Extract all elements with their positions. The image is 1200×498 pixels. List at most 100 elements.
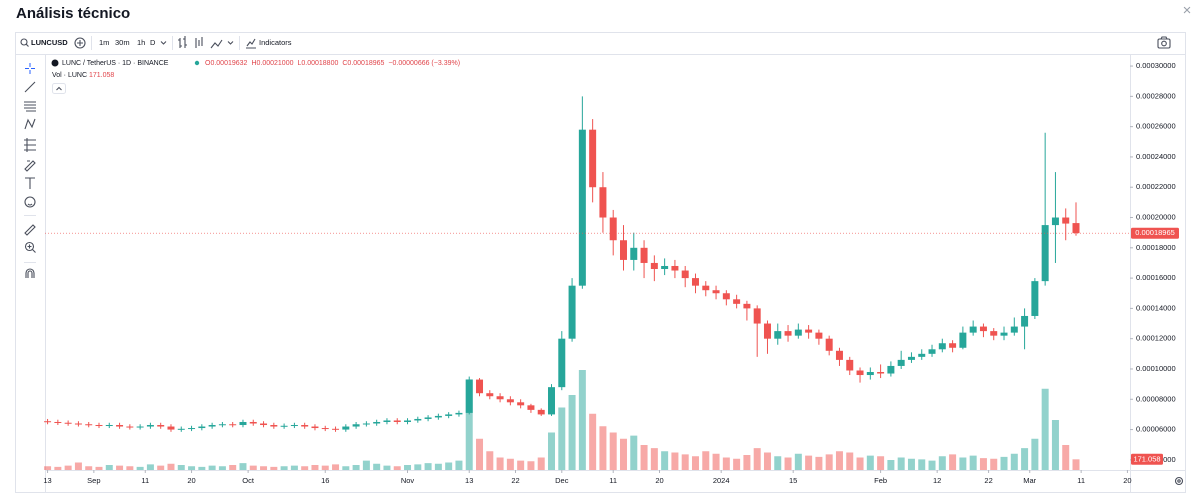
volume-legend-value: 171.058 [89,72,114,79]
area-button[interactable] [210,39,223,49]
volume-bar [229,465,237,470]
candle-body [290,425,298,427]
candle-body [486,393,494,397]
candle-body [887,365,895,374]
emoji-tool[interactable] [24,196,36,208]
x-tick-label: Dec [555,476,569,485]
candle-body [373,421,381,424]
volume-bar [290,465,298,470]
volume-bar [249,465,257,470]
legend-open: O0.00019632 [205,60,248,67]
volume-bar [260,466,268,470]
candle-body [548,387,556,415]
chart-type[interactable] [178,36,187,48]
candle-body [928,349,936,354]
last-volume-label: 171.058 [1133,454,1160,463]
candle-body [527,405,535,410]
volume-bar [177,465,185,470]
volume-series [44,370,1080,470]
interval[interactable]: 1h [137,38,145,47]
volume-legend: Vol · LUNC [52,72,87,79]
volume-bar [578,370,586,470]
legend-high: H0.00021000 [251,60,293,67]
candle-body [414,418,422,421]
volume-bar [979,458,987,470]
candle-body [1021,315,1029,327]
volume-bar [846,452,854,470]
volume-bar [126,466,134,470]
x-tick-label: 15 [789,476,797,485]
volume-bar [373,463,381,470]
candle-body [404,420,412,422]
volume-bar [630,435,638,470]
volume-bar [465,379,473,470]
trend-line-tool[interactable] [24,81,36,93]
volume-bar [774,456,782,470]
candle-body [877,372,885,374]
interval[interactable]: 1m [99,38,109,47]
candle-body [784,331,792,336]
projection-tool[interactable] [24,138,36,152]
brush-tool[interactable] [24,160,36,172]
volume-bar [1041,388,1049,470]
symbol-search[interactable]: LUNCUSD [20,38,68,47]
volume-bar [589,413,597,470]
pattern-tool[interactable] [24,118,36,130]
settings-button[interactable] [1174,476,1184,486]
volume-bar [54,466,62,470]
volume-bar [825,454,833,470]
close-button[interactable]: × [1183,2,1192,19]
candle-body [105,425,113,427]
x-tick-label: Feb [874,476,887,485]
candle-body [856,370,864,376]
candle-body [918,353,926,357]
candle-body [177,428,185,430]
candle-body [229,424,237,426]
y-tick-label: 0.00020000 [1136,213,1176,222]
volume-bar [619,438,627,470]
dialog-title: Análisis técnico [16,5,130,22]
candle-body [1041,225,1049,282]
volume-bar [805,455,813,470]
candle-body [54,421,62,423]
candle-body [743,303,751,309]
zoom-tool[interactable] [24,241,36,253]
candle-body [465,379,473,413]
legend: LUNC / TetherUS · 1D · BINANCE O0.000196… [51,59,460,94]
candle-body [753,308,761,324]
volume-bar [763,452,771,470]
volume-bar [599,426,607,470]
compare-button[interactable] [74,37,86,49]
volume-bar [527,461,535,470]
candle-body [990,331,998,336]
volume-bar [455,460,463,470]
candle-body [1062,217,1070,224]
x-tick-label: Nov [401,476,415,485]
text-tool[interactable] [25,177,35,189]
ruler-tool[interactable] [24,224,36,236]
volume-bar [784,457,792,470]
volume-bar [969,455,977,470]
volume-bar [650,448,658,470]
fib-tool[interactable] [24,101,36,112]
y-tick-label: 0.00018000 [1136,243,1176,252]
candle-body [74,423,82,425]
interval-menu[interactable] [160,41,167,45]
candles-button[interactable] [195,37,203,48]
interval[interactable]: 30m [115,38,130,47]
candle-body [1000,332,1008,336]
snapshot-button[interactable] [1157,36,1171,49]
indicators-button[interactable]: Indicators [246,38,292,49]
candle-body [249,421,257,424]
candle-body [1031,281,1039,316]
collapse-legend[interactable] [52,83,66,94]
chart-type-menu[interactable] [227,41,234,45]
magnet-tool[interactable] [25,268,35,278]
crosshair-tool[interactable] [25,63,35,74]
volume-bar [44,466,52,470]
volume-bar [64,465,72,470]
interval[interactable]: D [150,38,156,47]
volume-bar [733,458,741,470]
candle-body [537,409,545,415]
y-tick-label: 0.00022000 [1136,182,1176,191]
